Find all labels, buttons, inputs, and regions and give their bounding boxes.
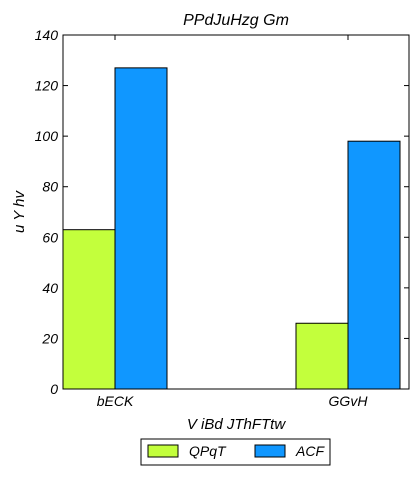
bar-acf-beck <box>114 67 168 390</box>
legend: QPqT ACF <box>140 438 331 466</box>
legend-label-acf: ACF <box>295 443 325 459</box>
bar-qpqt-ggvh <box>295 322 349 390</box>
y-tick-label: 120 <box>35 78 59 94</box>
y-tick-label: 20 <box>41 330 58 346</box>
x-ticks: bECK GGvH <box>97 35 369 409</box>
y-tick-label: 140 <box>35 27 59 43</box>
x-tick-label: GGvH <box>329 393 369 409</box>
legend-label-qpqt: QPqT <box>189 443 227 459</box>
bars <box>62 67 401 390</box>
y-tick-label: 60 <box>42 229 58 245</box>
plot-frame <box>62 34 410 390</box>
chart-title: PPdJuHzg Gm <box>183 12 289 29</box>
legend-swatch-acf <box>254 444 286 458</box>
x-axis-label: V iBd JThFTtw <box>187 416 287 433</box>
y-tick-label: 0 <box>50 381 58 397</box>
y-tick-label: 40 <box>42 280 58 296</box>
legend-swatch-qpqt <box>147 444 179 458</box>
bar-qpqt-beck <box>62 229 116 390</box>
y-tick-label: 100 <box>35 128 59 144</box>
x-tick-label: bECK <box>97 393 134 409</box>
y-axis-label: u Y hv <box>11 190 28 233</box>
y-ticks: 0 20 40 60 80 100 120 140 <box>35 27 409 397</box>
bar-acf-ggvh <box>347 140 401 390</box>
y-tick-label: 80 <box>42 179 58 195</box>
